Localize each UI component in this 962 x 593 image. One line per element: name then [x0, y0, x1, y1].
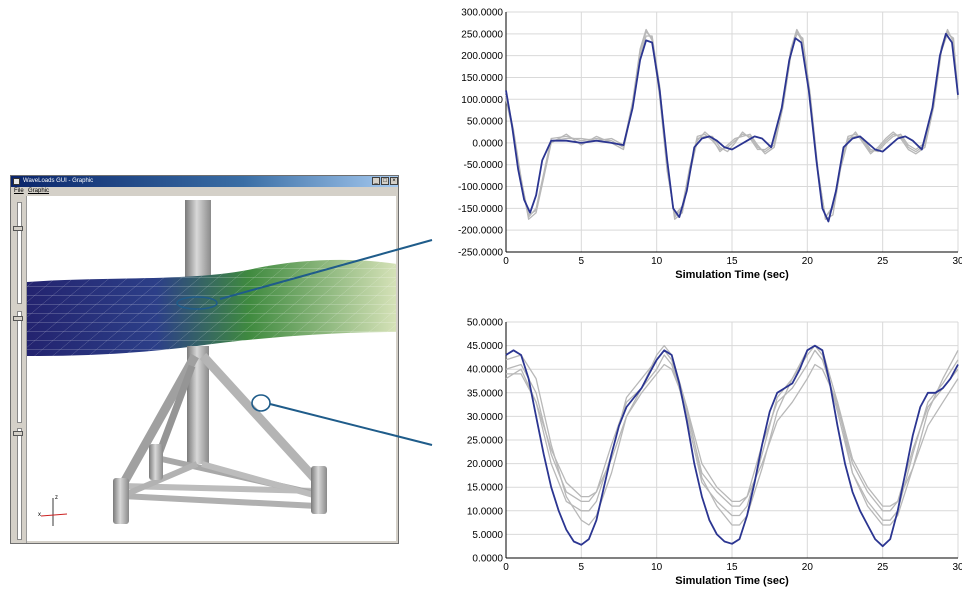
leg-front-left: [113, 478, 129, 524]
y-tick-label: 45.0000: [467, 341, 504, 352]
menu-bar: File Graphic: [11, 187, 398, 196]
slider-track-top[interactable]: [17, 202, 22, 304]
structure-render: z x: [27, 200, 396, 526]
app-window: WaveLoads GUI - Graphic _ □ × File Graph…: [10, 175, 399, 544]
x-tick-label: 20: [802, 256, 814, 267]
y-tick-label: 100.0000: [461, 95, 503, 106]
3d-viewport[interactable]: z x: [27, 196, 396, 541]
x-tick-label: 30: [952, 256, 962, 267]
minimize-button[interactable]: _: [372, 177, 380, 185]
brace-bottom-mid: [121, 483, 318, 494]
app-icon: [13, 178, 20, 185]
y-tick-label: -50.0000: [464, 160, 504, 171]
close-button[interactable]: ×: [390, 177, 398, 185]
x-tick-label: 15: [726, 256, 738, 267]
y-tick-label: 30.0000: [467, 412, 504, 423]
chart-force-top: 300.0000250.0000200.0000150.0000100.0000…: [458, 8, 962, 282]
series-line-primary: [505, 32, 959, 223]
slider-thumb-bottom[interactable]: [13, 431, 23, 436]
x-tick-label: 10: [651, 256, 663, 267]
brace-back: [155, 364, 196, 456]
series-line-secondary: [505, 344, 959, 526]
chart-force-bottom: 50.000045.000040.000035.000030.000025.00…: [467, 318, 962, 588]
x-tick-label: 0: [503, 256, 509, 267]
x-tick-label: 0: [503, 562, 509, 573]
x-tick-label: 25: [877, 562, 889, 573]
y-tick-label: 25.0000: [467, 436, 504, 447]
x-tick-label: 20: [802, 562, 814, 573]
x-tick-label: 25: [877, 256, 889, 267]
title-bar[interactable]: WaveLoads GUI - Graphic _ □ ×: [11, 176, 398, 187]
y-tick-label: 50.0000: [467, 117, 504, 128]
slider-track-middle[interactable]: [17, 311, 22, 423]
y-tick-label: 40.0000: [467, 365, 504, 376]
x-tick-label: 5: [579, 256, 585, 267]
y-tick-label: -150.0000: [458, 204, 503, 215]
y-tick-label: 20.0000: [467, 459, 504, 470]
menu-graphic[interactable]: Graphic: [28, 188, 50, 194]
y-tick-label: 35.0000: [467, 388, 504, 399]
series-line-primary: [505, 344, 959, 548]
slider-thumb-top[interactable]: [13, 226, 23, 231]
y-tick-label: 10.0000: [467, 506, 504, 517]
axis-x-label: x: [38, 512, 41, 518]
series-line-secondary: [505, 349, 959, 512]
x-tick-label: 30: [952, 562, 962, 573]
slider-panel: [11, 196, 27, 543]
x-axis-title: Simulation Time (sec): [675, 269, 789, 281]
slider-thumb-middle[interactable]: [13, 316, 23, 321]
brace-bottom-front: [121, 493, 318, 509]
x-tick-label: 10: [651, 562, 663, 573]
window-title: WaveLoads GUI - Graphic: [23, 178, 94, 184]
y-tick-label: 50.0000: [467, 318, 504, 329]
y-tick-label: 5.0000: [472, 530, 503, 541]
series-line-secondary: [505, 33, 959, 220]
highlight-column-ring: [176, 296, 218, 310]
y-tick-label: -250.0000: [458, 248, 503, 259]
maximize-button[interactable]: □: [381, 177, 389, 185]
leg-front-right: [311, 466, 327, 514]
axis-z-label: z: [55, 495, 58, 501]
x-tick-label: 15: [726, 562, 738, 573]
series-line-secondary: [506, 363, 959, 507]
y-tick-label: 150.0000: [461, 73, 503, 84]
y-tick-label: 250.0000: [461, 29, 503, 40]
y-tick-label: -100.0000: [458, 182, 503, 193]
x-axis-title: Simulation Time (sec): [675, 575, 789, 587]
y-tick-label: 0.0000: [472, 554, 503, 565]
central-column-lower: [187, 346, 209, 464]
y-tick-label: 0.0000: [472, 138, 503, 149]
brace-base-right: [201, 461, 318, 499]
x-tick-label: 5: [579, 562, 585, 573]
leg-back: [149, 444, 163, 480]
y-tick-label: -200.0000: [458, 226, 503, 237]
brace-right: [199, 352, 321, 485]
menu-file[interactable]: File: [14, 188, 24, 194]
brace-left: [118, 353, 199, 489]
y-tick-label: 15.0000: [467, 483, 504, 494]
axis-x-line: [40, 513, 68, 517]
y-tick-label: 200.0000: [461, 51, 503, 62]
series-line-secondary: [505, 344, 959, 521]
highlight-brace-ring: [251, 394, 271, 412]
slider-track-bottom[interactable]: [17, 428, 22, 540]
y-tick-label: 300.0000: [461, 8, 503, 19]
